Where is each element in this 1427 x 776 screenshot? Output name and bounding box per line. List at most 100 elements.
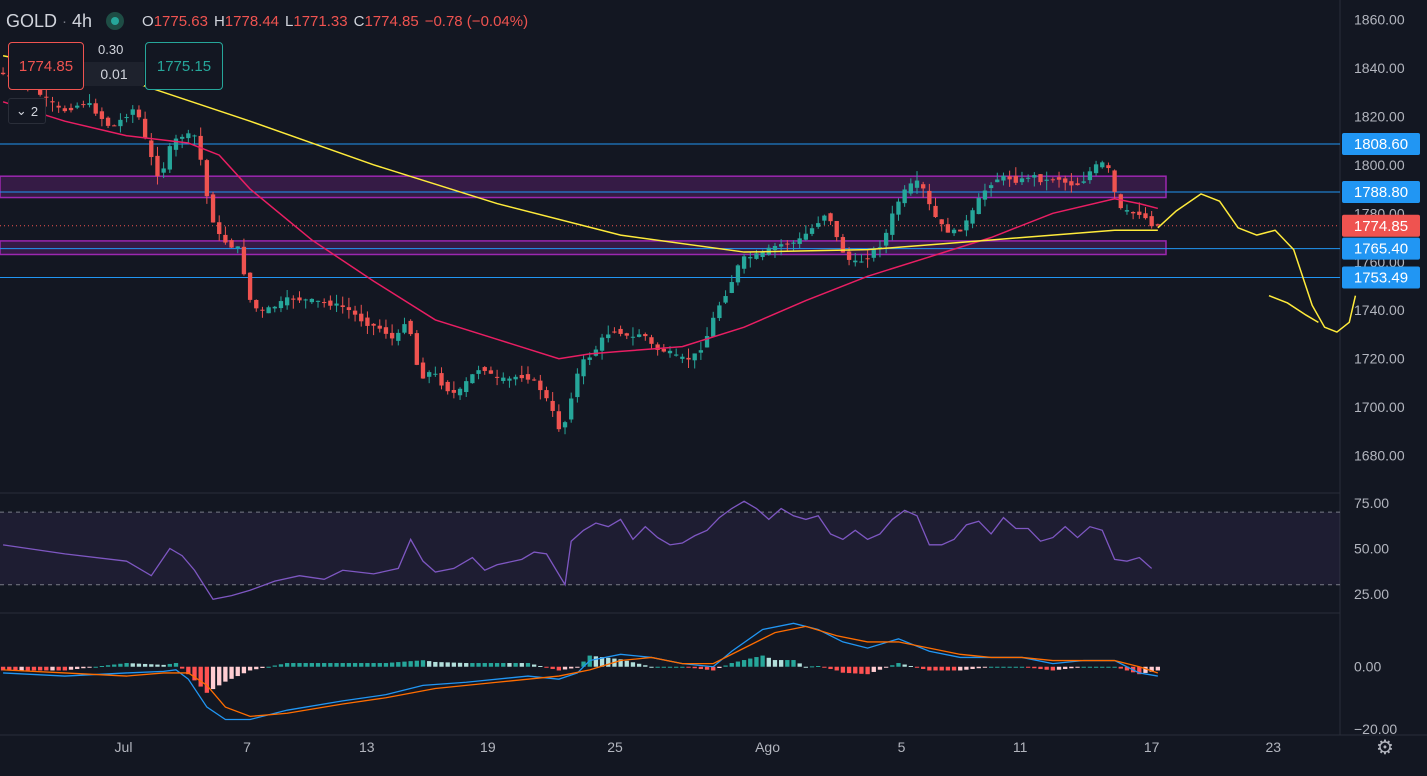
macd-histogram-bar: [303, 663, 308, 667]
candle-body: [365, 317, 370, 326]
macd-histogram-bar: [519, 663, 524, 667]
candle-body: [1025, 177, 1031, 179]
macd-histogram-bar: [834, 666, 839, 671]
macd-histogram-bar: [439, 662, 444, 667]
close-value: 1774.85: [364, 12, 419, 30]
time-axis[interactable]: Jul 7 13 19 25 Ago 5 11 17 23: [115, 739, 1282, 755]
candle-body: [612, 331, 617, 333]
macd-histogram-bar: [457, 662, 463, 667]
candle-body: [797, 238, 802, 244]
candle-body: [445, 381, 450, 392]
candle-body: [56, 105, 61, 108]
macd-histogram-bar: [482, 663, 487, 667]
candle-body: [717, 305, 722, 319]
macd-histogram-bar: [575, 666, 580, 668]
macd-histogram-bar: [649, 666, 654, 668]
macd-histogram-bar: [235, 666, 240, 677]
macd-histogram-bar: [328, 663, 333, 667]
level-price-tag-label: 1788.80: [1354, 184, 1408, 201]
candle-body: [1137, 211, 1142, 215]
candle-body: [939, 219, 944, 225]
rsi-band: [0, 512, 1340, 585]
candle-body: [1032, 175, 1037, 178]
price-tick-label: 1860.00: [1354, 11, 1405, 27]
macd-histogram-bar: [816, 665, 821, 667]
candle-body: [1050, 179, 1056, 181]
price-tick-label: 1680.00: [1354, 448, 1405, 464]
projection-drawing[interactable]: [1157, 193, 1357, 333]
candle-body: [464, 381, 469, 393]
time-tick-label: 17: [1144, 739, 1160, 755]
macd-histogram-bar: [902, 664, 907, 667]
candle-body: [371, 323, 376, 326]
candle-body: [408, 320, 413, 335]
candle-body: [322, 302, 327, 304]
candle-body: [247, 272, 253, 300]
macd-histogram-bar: [618, 659, 623, 667]
sell-button[interactable]: 1774.85: [8, 42, 84, 90]
time-tick-label: 7: [243, 739, 251, 755]
candle-body: [741, 256, 747, 269]
candle-body: [352, 310, 358, 315]
timeframe-label[interactable]: 4h: [72, 10, 93, 31]
zone-rect: [0, 240, 1167, 256]
macd-histogram-bar: [1143, 666, 1148, 673]
macd-histogram-bar: [1100, 666, 1105, 668]
collapse-indicators-button[interactable]: ⌄ 2: [8, 98, 46, 124]
price-axis[interactable]: 1860.001840.001820.001800.001780.001740.…: [1342, 11, 1420, 737]
candle-body: [748, 257, 753, 259]
candle-body: [859, 261, 864, 263]
candle-body: [531, 379, 537, 381]
candle-body: [142, 118, 148, 139]
macd-histogram-bar: [297, 663, 302, 667]
macd-histogram-bar: [562, 666, 568, 670]
macd-histogram-bar: [933, 666, 938, 671]
macd-histogram-bar: [1093, 666, 1099, 668]
macd-histogram-bar: [958, 666, 963, 671]
candle-body: [1007, 176, 1012, 180]
rsi-pane: [0, 500, 1340, 601]
candle-body: [908, 183, 913, 194]
macd-histogram-bar: [352, 663, 358, 667]
candle-body: [186, 133, 191, 139]
macd-histogram-bar: [167, 663, 172, 667]
macd-histogram-bar: [778, 660, 784, 667]
candle-body: [433, 373, 438, 375]
candle-body: [1130, 212, 1136, 214]
candle-body: [75, 105, 80, 108]
time-tick-label: 11: [1013, 739, 1028, 755]
candle-body: [155, 155, 160, 177]
macd-histogram-bar: [37, 666, 43, 671]
candle-body: [711, 317, 716, 337]
macd-histogram-bar: [93, 666, 98, 668]
horizontal-levels[interactable]: [0, 143, 1340, 279]
macd-histogram-bar: [890, 665, 895, 667]
candle-body: [149, 140, 154, 158]
ma-slow-line: [2, 55, 1158, 253]
candle-body: [284, 297, 290, 306]
candle-body: [37, 89, 43, 95]
candle-body: [93, 103, 98, 114]
candle-body: [1056, 177, 1062, 180]
candle-body: [1087, 171, 1093, 181]
macd-histogram-bar: [365, 663, 370, 667]
candle-body: [550, 400, 555, 411]
macd-histogram-bar: [19, 666, 24, 671]
candle-body: [99, 111, 105, 119]
symbol-header: GOLD · 4h O 1775.63 H 1778.44 L 1771.33 C 17…: [6, 8, 528, 34]
macd-histogram-bar: [488, 663, 494, 667]
symbol-name[interactable]: GOLD: [6, 10, 58, 31]
macd-histogram-bar: [754, 657, 759, 667]
candle-body: [0, 72, 6, 75]
macd-histogram-bar: [25, 666, 30, 671]
candle-body: [50, 101, 55, 103]
macd-histogram-bar: [766, 657, 771, 667]
buy-button[interactable]: 1775.15: [145, 42, 223, 90]
macd-histogram-bar: [322, 663, 327, 667]
gear-icon[interactable]: ⚙: [1376, 736, 1394, 759]
candle-body: [494, 376, 500, 378]
market-status-icon[interactable]: [106, 12, 125, 30]
candle-body: [538, 380, 543, 391]
candle-body: [556, 411, 562, 430]
